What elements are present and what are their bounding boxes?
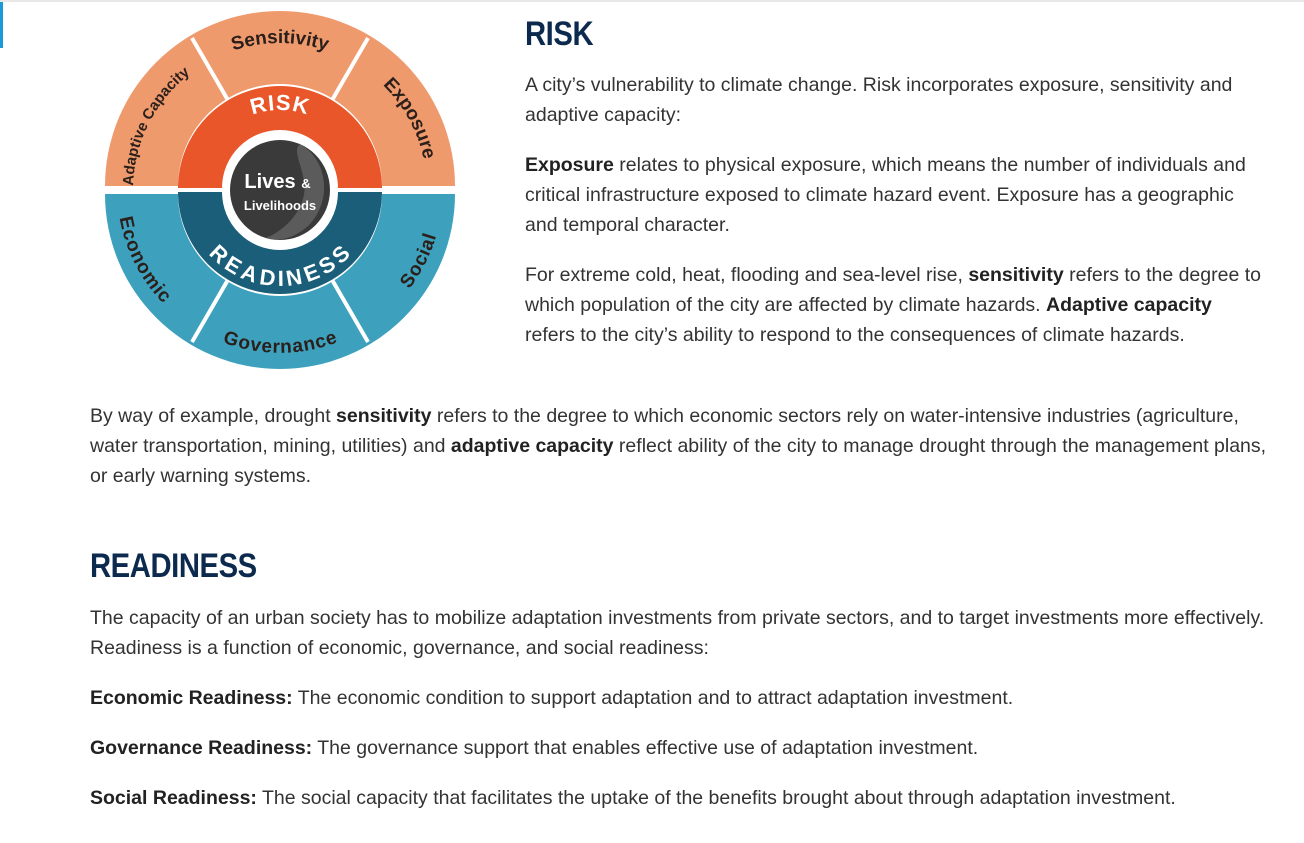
social-readiness-paragraph: Social Readiness: The social capacity th… <box>90 783 1270 813</box>
readiness-outer-segment-band <box>105 194 455 369</box>
exposure-text: relates to physical exposure, which mean… <box>525 154 1246 236</box>
center-label-lives: Lives <box>244 171 295 193</box>
readiness-heading: READINESS <box>90 547 257 585</box>
economic-readiness-text: The economic condition to support adapta… <box>292 687 1014 709</box>
risk-section: RISK A city’s vulnerability to climate c… <box>525 12 1265 350</box>
governance-readiness-text: The governance support that enables effe… <box>312 737 979 759</box>
example-sensitivity-term: sensitivity <box>336 405 432 427</box>
sensitivity-paragraph: For extreme cold, heat, flooding and sea… <box>525 260 1265 350</box>
center-label-amp: & <box>301 176 310 191</box>
outer-separators <box>190 36 370 344</box>
top-divider <box>0 0 1304 2</box>
risk-outer-segment-band <box>105 11 455 186</box>
sensitivity-text-2: refers to the degree to which population… <box>525 264 1261 316</box>
center-label-livelihoods: Livelihoods <box>244 198 316 213</box>
sensitivity-text-3: refers to the city’s ability to respond … <box>525 324 1185 346</box>
ring-label-risk: RISK <box>247 90 312 120</box>
readiness-intro: The capacity of an urban society has to … <box>90 607 1265 659</box>
readiness-ring <box>178 192 382 294</box>
example-text-3: reflect ability of the city to manage dr… <box>90 435 1267 487</box>
social-readiness-term: Social Readiness: <box>90 787 257 809</box>
example-text-2: refers to the degree to which economic s… <box>90 405 1239 457</box>
economic-readiness-paragraph: Economic Readiness: The economic conditi… <box>90 683 1270 713</box>
social-readiness-text: The social capacity that facilitates the… <box>256 787 1176 809</box>
center-swirl-shape <box>266 144 325 240</box>
exposure-term: Exposure <box>525 154 614 176</box>
exposure-paragraph: Exposure relates to physical exposure, w… <box>525 150 1265 240</box>
governance-readiness-paragraph: Governance Readiness: The governance sup… <box>90 733 1270 763</box>
adaptive-capacity-term: Adaptive capacity <box>1046 294 1212 316</box>
economic-readiness-term: Economic Readiness: <box>90 687 293 709</box>
sensitivity-term: sensitivity <box>968 264 1064 286</box>
left-accent-bar <box>0 2 3 48</box>
risk-readiness-diagram: Adaptive Capacity Sensitivity Exposure E… <box>100 10 460 370</box>
example-text-1: By way of example, drought <box>90 405 337 427</box>
diagram-svg: Adaptive Capacity Sensitivity Exposure E… <box>105 11 455 369</box>
risk-ring <box>178 86 382 188</box>
example-adaptive-capacity-term: adaptive capacity <box>450 435 614 457</box>
risk-intro: A city’s vulnerability to climate change… <box>525 74 1233 126</box>
example-paragraph: By way of example, drought sensitivity r… <box>90 401 1270 491</box>
governance-readiness-term: Governance Readiness: <box>90 737 313 759</box>
risk-heading: RISK <box>525 15 594 53</box>
sensitivity-text-1: For extreme cold, heat, flooding and sea… <box>525 264 969 286</box>
